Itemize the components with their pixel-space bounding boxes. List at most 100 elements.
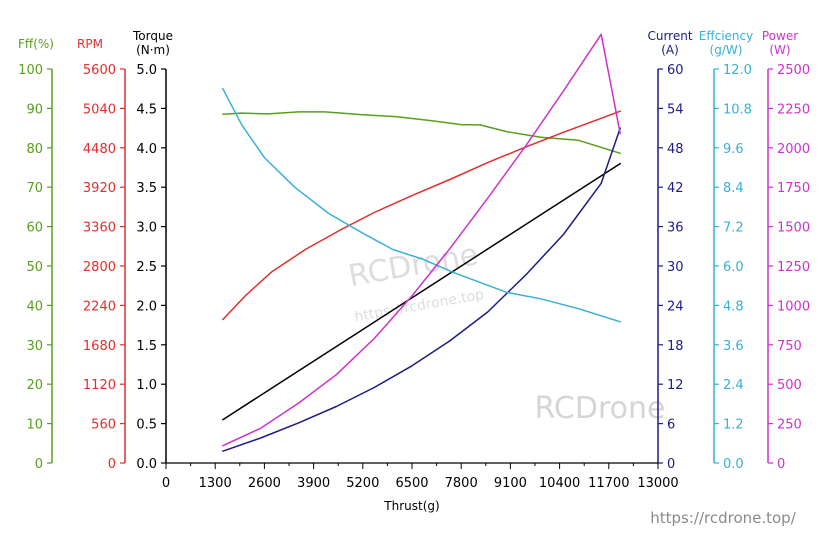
y-axis-title-torque: Torque	[132, 29, 173, 43]
y-tick-label-rpm: 3920	[83, 181, 116, 196]
y-axis-title-power: Power	[762, 29, 798, 43]
x-tick-label: 1300	[199, 476, 232, 491]
y-axis-unit-current: (A)	[661, 43, 679, 57]
y-tick-label-rpm: 5040	[83, 102, 116, 117]
y-tick-label-torque: 4.5	[136, 102, 157, 117]
y-tick-label-eff: 70	[26, 181, 43, 196]
y-axis-unit-power: (W)	[769, 43, 790, 57]
y-tick-label-efficiency: 1.2	[723, 418, 744, 433]
y-tick-label-rpm: 1680	[83, 339, 116, 354]
x-tick-label: 13000	[637, 476, 678, 491]
y-axis-power: 0 250 500 750 1000 1250 1500 1750 2000 2250 2500 Po…	[762, 29, 810, 472]
y-tick-label-efficiency: 10.8	[723, 102, 752, 117]
y-tick-label-efficiency: 8.4	[723, 181, 744, 196]
y-axis-efficiency: 0.0 1.2 2.4 3.6 4.8 6.0 7.2 8.4 9.6 10.8 12.0 Effci…	[699, 29, 753, 472]
series-line-efficiency	[222, 87, 621, 323]
y-tick-label-eff: 90	[26, 102, 43, 117]
axes: 0102030405060708090100Fff(%)056011201680…	[18, 29, 810, 491]
y-tick-label-torque: 2.0	[136, 299, 157, 314]
y-tick-label-rpm: 1120	[83, 378, 116, 393]
series-line-rpm	[222, 110, 621, 321]
y-tick-label-eff: 20	[26, 378, 43, 393]
y-tick-label-eff: 60	[26, 221, 43, 236]
y-tick-label-current: 42	[667, 181, 684, 196]
y-tick-label-current: 36	[667, 221, 684, 236]
y-tick-label-torque: 0.0	[136, 457, 157, 472]
y-tick-label-power: 1250	[777, 260, 810, 275]
y-tick-label-current: 48	[667, 142, 684, 157]
watermark-brand-right: RCDrone	[535, 391, 666, 426]
y-axis-eff: 0 10 20 30 40 50 60 70 80 90 100 Fff(%)	[18, 37, 54, 472]
y-tick-label-power: 2250	[777, 102, 810, 117]
y-tick-label-rpm: 0	[108, 457, 116, 472]
y-tick-label-power: 750	[777, 339, 802, 354]
y-axis-title-eff: Fff(%)	[18, 37, 54, 51]
x-tick-label: 11700	[588, 476, 629, 491]
y-tick-label-current: 30	[667, 260, 684, 275]
y-tick-label-rpm: 560	[91, 418, 116, 433]
y-tick-label-power: 500	[777, 378, 802, 393]
series-line-power	[222, 33, 621, 447]
y-tick-label-efficiency: 6.0	[723, 260, 744, 275]
watermarks: RCDrone https://rcdrone.top RCDrone	[346, 237, 666, 426]
y-tick-label-power: 1500	[777, 221, 810, 236]
y-tick-label-power: 2500	[777, 63, 810, 78]
y-tick-label-power: 0	[777, 457, 785, 472]
x-tick-label: 0	[162, 476, 170, 491]
x-tick-label: 5200	[346, 476, 379, 491]
y-tick-label-current: 24	[667, 299, 684, 314]
series-line-current	[222, 127, 621, 452]
y-tick-label-torque: 3.0	[136, 221, 157, 236]
y-axis-title-efficiency: Effciency	[699, 29, 753, 43]
x-tick-label: 9100	[494, 476, 527, 491]
y-tick-label-torque: 2.5	[136, 260, 157, 275]
y-axis-unit-efficiency: (g/W)	[710, 43, 743, 57]
y-tick-label-current: 0	[667, 457, 675, 472]
y-tick-label-torque: 3.5	[136, 181, 157, 196]
y-tick-label-eff: 30	[26, 339, 43, 354]
x-tick-label: 10400	[539, 476, 580, 491]
y-axis-torque: 0.0 0.5 1.0 1.5 2.0 2.5 3.0 3.5 4.0 4.5 5.0 Torque(…	[132, 29, 173, 472]
y-tick-label-eff: 100	[18, 63, 43, 78]
y-tick-label-torque: 5.0	[136, 63, 157, 78]
y-tick-label-rpm: 2800	[83, 260, 116, 275]
y-axis-unit-torque: (N·m)	[136, 43, 170, 57]
y-tick-label-rpm: 5600	[83, 63, 116, 78]
y-tick-label-efficiency: 2.4	[723, 378, 744, 393]
y-tick-label-efficiency: 9.6	[723, 142, 744, 157]
y-tick-label-efficiency: 12.0	[723, 63, 752, 78]
series-line-torque	[222, 162, 621, 421]
y-tick-label-eff: 80	[26, 142, 43, 157]
y-axis-rpm: 0 560 1120 1680 2240 2800 3360 3920 4480 5040 5600…	[77, 37, 126, 472]
series-line-eff	[222, 111, 621, 155]
y-axis-current: 0 6 12 18 24 30 36 42 48 54 60 Current(A)	[647, 29, 692, 472]
y-tick-label-efficiency: 0.0	[723, 457, 744, 472]
y-tick-label-efficiency: 3.6	[723, 339, 744, 354]
y-tick-label-torque: 0.5	[136, 418, 157, 433]
y-tick-label-rpm: 3360	[83, 221, 116, 236]
y-tick-label-eff: 10	[26, 418, 43, 433]
x-tick-label: 3900	[297, 476, 330, 491]
y-tick-label-power: 1000	[777, 299, 810, 314]
y-tick-label-efficiency: 7.2	[723, 221, 744, 236]
y-tick-label-current: 60	[667, 63, 684, 78]
y-tick-label-power: 2000	[777, 142, 810, 157]
y-tick-label-power: 1750	[777, 181, 810, 196]
y-axis-title-current: Current	[647, 29, 692, 43]
x-axis: 0 1300 2600 3900 5200 6500 7800 9100 10400 11700 1…	[162, 462, 679, 491]
y-tick-label-current: 54	[667, 102, 684, 117]
y-tick-label-eff: 0	[35, 457, 43, 472]
y-tick-label-torque: 1.5	[136, 339, 157, 354]
y-tick-label-torque: 4.0	[136, 142, 157, 157]
y-tick-label-current: 18	[667, 339, 684, 354]
footer-url: https://rcdrone.top/	[650, 509, 796, 527]
x-tick-label: 2600	[248, 476, 281, 491]
y-tick-label-eff: 50	[26, 260, 43, 275]
plot-area	[222, 33, 621, 452]
y-tick-label-torque: 1.0	[136, 378, 157, 393]
y-tick-label-rpm: 2240	[83, 299, 116, 314]
x-tick-label: 6500	[395, 476, 428, 491]
y-tick-label-power: 250	[777, 418, 802, 433]
y-tick-label-current: 12	[667, 378, 684, 393]
y-axis-title-rpm: RPM	[77, 37, 103, 51]
